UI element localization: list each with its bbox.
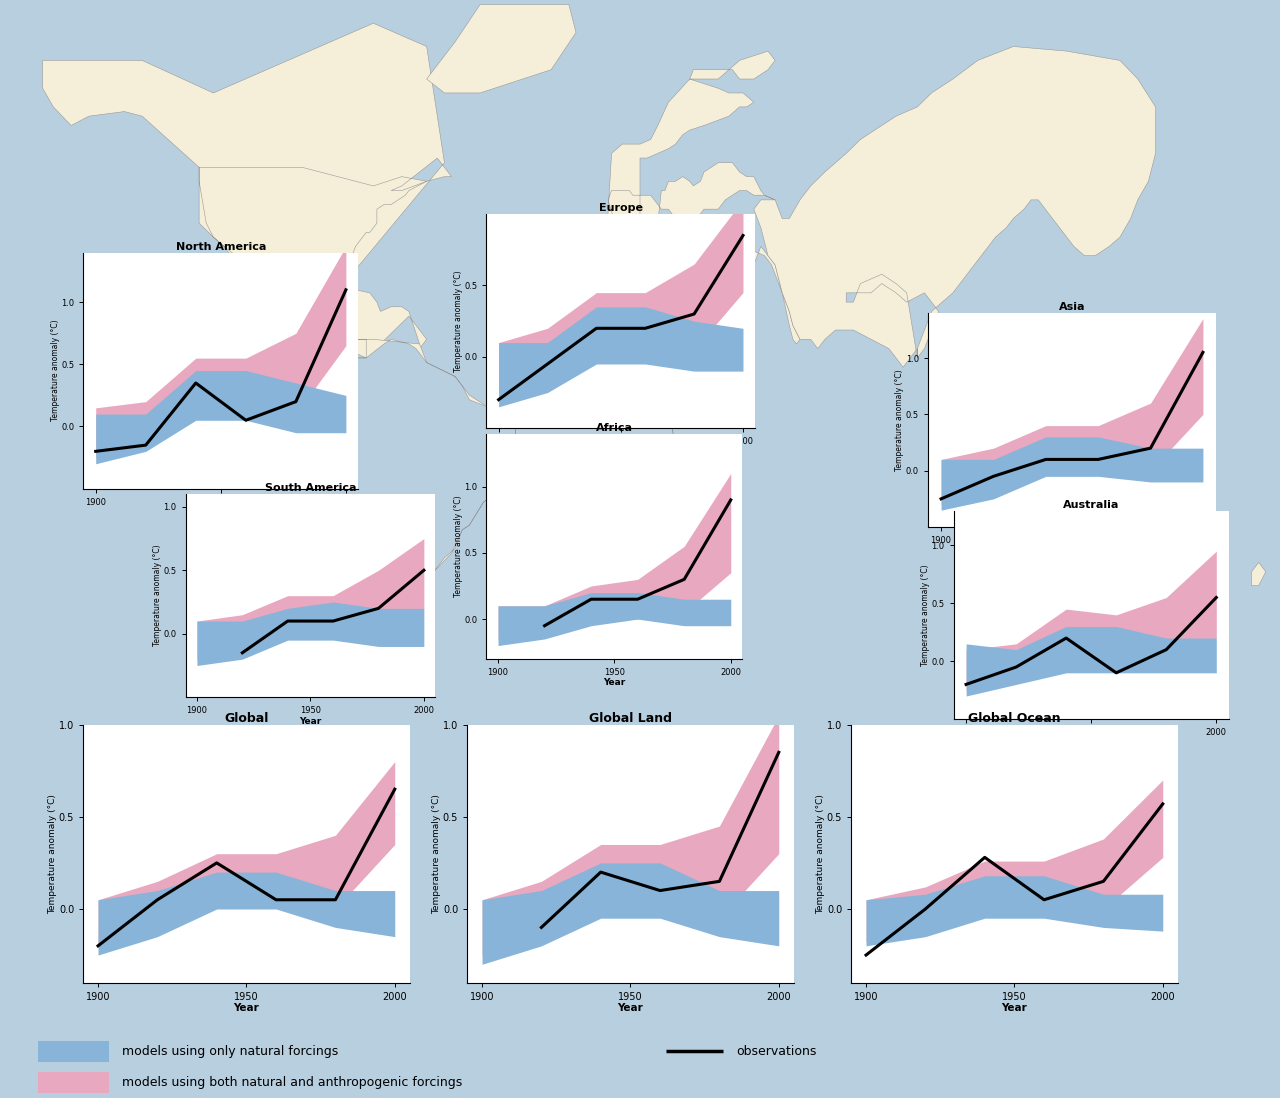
Y-axis label: Temperature anomaly (°C): Temperature anomaly (°C) (454, 270, 463, 372)
Y-axis label: Temperature anomaly (°C): Temperature anomaly (°C) (154, 545, 163, 647)
X-axis label: Year: Year (609, 448, 632, 457)
Title: Australia: Australia (1062, 500, 1120, 509)
Y-axis label: Temperature anomaly (°C): Temperature anomaly (°C) (49, 794, 58, 914)
Polygon shape (356, 339, 516, 651)
Title: Global Ocean: Global Ocean (968, 712, 1061, 725)
Y-axis label: Temperature anomaly (°C): Temperature anomaly (°C) (922, 564, 931, 665)
FancyBboxPatch shape (38, 1041, 109, 1062)
Polygon shape (608, 52, 776, 227)
Polygon shape (42, 23, 452, 358)
Y-axis label: Temperature anomaly (°C): Temperature anomaly (°C) (51, 320, 60, 422)
Text: models using only natural forcings: models using only natural forcings (122, 1044, 338, 1057)
Y-axis label: Temperature anomaly (°C): Temperature anomaly (°C) (817, 794, 826, 914)
Y-axis label: Temperature anomaly (°C): Temperature anomaly (°C) (433, 794, 442, 914)
Title: Europe: Europe (599, 203, 643, 213)
Text: models using both natural and anthropogenic forcings: models using both natural and anthropoge… (122, 1076, 462, 1089)
Polygon shape (754, 46, 1156, 367)
X-axis label: Year: Year (617, 1004, 644, 1013)
Y-axis label: Temperature anomaly (°C): Temperature anomaly (°C) (896, 369, 905, 471)
Polygon shape (1046, 451, 1188, 572)
X-axis label: Year: Year (233, 1004, 260, 1013)
Title: Africa: Africa (596, 423, 632, 433)
Title: Asia: Asia (1059, 302, 1085, 312)
X-axis label: Year: Year (603, 679, 626, 687)
Title: Global: Global (224, 712, 269, 725)
X-axis label: Year: Year (1080, 739, 1102, 748)
Text: observations: observations (736, 1044, 817, 1057)
FancyBboxPatch shape (38, 1072, 109, 1093)
Polygon shape (576, 219, 800, 553)
Title: Global Land: Global Land (589, 712, 672, 725)
Title: North America: North America (175, 242, 266, 251)
X-axis label: Year: Year (300, 717, 321, 726)
Y-axis label: Temperature anomaly (°C): Temperature anomaly (°C) (454, 495, 463, 597)
Polygon shape (426, 4, 576, 93)
X-axis label: Year: Year (1061, 547, 1083, 556)
Title: South America: South America (265, 483, 356, 493)
X-axis label: Year: Year (210, 508, 232, 517)
X-axis label: Year: Year (1001, 1004, 1028, 1013)
Polygon shape (1252, 562, 1266, 585)
